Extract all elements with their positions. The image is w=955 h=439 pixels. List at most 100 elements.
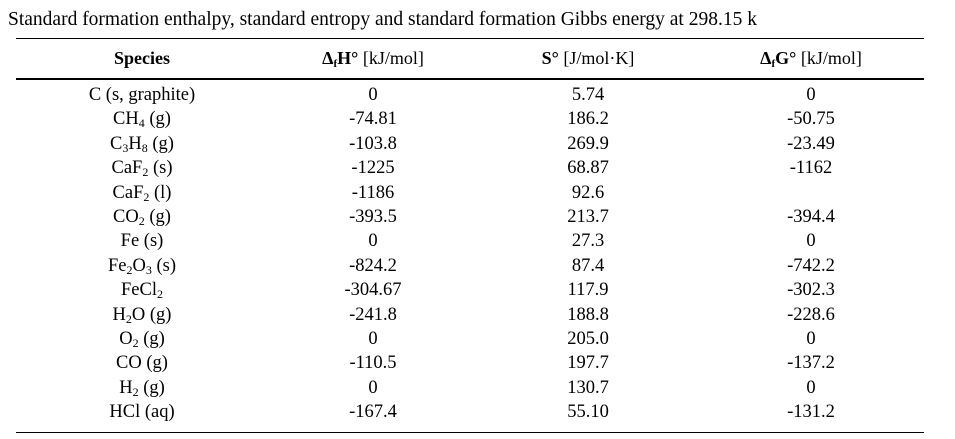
table-row: H2O (g) -241.8 188.8 -228.6	[16, 303, 924, 327]
gibbs-cell: -50.75	[787, 109, 835, 130]
entropy-cell: 197.7	[567, 353, 609, 374]
species-cell: CO (g)	[16, 351, 268, 375]
table-row: CH4 (g) -74.81 186.2 -50.75	[16, 107, 924, 131]
gibbs-cell: -137.2	[787, 353, 835, 374]
table-row: HCl (aq) -167.4 55.10 -131.2	[16, 400, 924, 424]
table-row: CaF2 (s) -1225 68.87 -1162	[16, 156, 924, 180]
entropy-cell: 205.0	[567, 328, 609, 349]
header-entropy-unit: [J/mol·K]	[558, 48, 635, 68]
gibbs-cell: -302.3	[787, 280, 835, 301]
species-cell: H2 (g)	[16, 376, 268, 400]
entropy-cell: 117.9	[567, 280, 609, 301]
entropy-cell: 92.6	[571, 182, 605, 203]
enthalpy-cell: 0	[368, 377, 378, 398]
header-enthalpy-unit: [kJ/mol]	[358, 48, 424, 68]
entropy-cell: 130.7	[567, 377, 609, 398]
species-cell: C3H8 (g)	[16, 132, 268, 156]
species-text: (s)	[148, 158, 173, 179]
species-text: FeCl	[121, 280, 157, 301]
header-enthalpy: ΔfH° [kJ/mol]	[268, 45, 478, 77]
species-text: (g)	[144, 109, 171, 130]
species-text: CH	[113, 109, 139, 130]
enthalpy-cell: -1225	[351, 158, 395, 179]
species-text: O (g)	[131, 304, 172, 325]
entropy-cell: 5.74	[571, 85, 605, 105]
species-cell: Fe2O3 (s)	[16, 254, 268, 278]
top-rule	[16, 38, 924, 39]
gibbs-cell: -742.2	[787, 255, 835, 276]
header-rule	[16, 78, 924, 80]
species-cell: CaF2 (s)	[16, 156, 268, 180]
species-subscript: 8	[141, 140, 148, 155]
gibbs-cell: -131.2	[787, 402, 835, 423]
gibbs-cell: -228.6	[787, 304, 835, 325]
species-subscript: 2	[156, 287, 163, 302]
species-subscript: 4	[138, 116, 145, 131]
header-entropy-symbol: S°	[541, 48, 559, 68]
species-text: (l)	[149, 182, 172, 203]
entropy-cell: 87.4	[571, 255, 605, 276]
header-gibbs-delta: Δ	[760, 48, 772, 68]
species-cell: CH4 (g)	[16, 107, 268, 131]
species-text: CaF	[112, 182, 144, 203]
enthalpy-cell: -1186	[351, 182, 395, 203]
species-cell: Fe (s)	[16, 229, 268, 253]
species-subscript: 2	[142, 165, 149, 180]
enthalpy-cell: -393.5	[349, 206, 397, 227]
species-text: CO	[113, 206, 139, 227]
entropy-cell: 269.9	[567, 133, 609, 154]
entropy-cell: 27.3	[571, 231, 605, 252]
species-text: H	[119, 377, 133, 398]
gibbs-cell: 0	[806, 377, 816, 398]
species-text: C (s, graphite)	[88, 85, 196, 105]
species-subscript: 2	[143, 189, 150, 204]
header-gibbs-unit: [kJ/mol]	[796, 48, 862, 68]
header-gibbs: ΔfG° [kJ/mol]	[698, 45, 924, 77]
table-row: Fe (s) 0 27.3 0	[16, 229, 924, 253]
species-subscript: 2	[132, 335, 139, 350]
species-text: O	[119, 328, 133, 349]
species-subscript: 2	[125, 311, 132, 326]
enthalpy-cell: -304.67	[344, 280, 402, 301]
table-row: Fe2O3 (s) -824.2 87.4 -742.2	[16, 254, 924, 278]
gibbs-cell: -394.4	[787, 206, 835, 227]
gibbs-cell: 0	[806, 231, 816, 252]
species-cell: FeCl2	[16, 278, 268, 302]
table-row: C (s, graphite) 0 5.74 0	[16, 83, 924, 107]
table-caption: Standard formation enthalpy, standard en…	[8, 9, 757, 30]
species-subscript: 3	[145, 262, 152, 277]
enthalpy-cell: -824.2	[349, 255, 397, 276]
species-subscript: 2	[126, 262, 133, 277]
bottom-rule	[16, 432, 924, 433]
table-row: H2 (g) 0 130.7 0	[16, 376, 924, 400]
enthalpy-cell: 0	[368, 231, 378, 252]
table-row: CO2 (g) -393.5 213.7 -394.4	[16, 205, 924, 229]
species-text: CaF	[111, 158, 143, 179]
species-text: CO (g)	[116, 353, 168, 374]
enthalpy-cell: 0	[368, 328, 378, 349]
enthalpy-cell: -110.5	[349, 353, 397, 374]
entropy-cell: 68.87	[567, 158, 609, 179]
species-text: (g)	[138, 328, 165, 349]
species-text: (g)	[147, 133, 174, 154]
table-body: C (s, graphite) 0 5.74 0 CH4 (g) -74.81 186.2-…	[16, 83, 924, 424]
species-text: H	[112, 304, 126, 325]
header-enthalpy-symbol: H°	[337, 48, 359, 68]
species-text: (g)	[138, 377, 165, 398]
table-row: C3H8 (g) -103.8 269.9 -23.49	[16, 132, 924, 156]
table-row: O2 (g) 0 205.0 0	[16, 327, 924, 351]
enthalpy-cell: -74.81	[349, 109, 397, 130]
gibbs-cell: 0	[806, 328, 816, 349]
entropy-cell: 188.8	[567, 304, 609, 325]
table-row: FeCl2 -304.67 117.9 -302.3	[16, 278, 924, 302]
header-gibbs-sub: f	[771, 58, 776, 70]
species-cell: O2 (g)	[16, 327, 268, 351]
header-species: Species	[114, 48, 170, 68]
species-text: H	[128, 133, 142, 154]
species-subscript: 2	[132, 384, 139, 399]
species-subscript: 3	[122, 140, 129, 155]
species-cell: C (s, graphite)	[16, 83, 268, 107]
header-gibbs-symbol: G°	[775, 48, 797, 68]
enthalpy-cell: 0	[368, 85, 378, 105]
table-row: CaF2 (l) -1186 92.6	[16, 181, 924, 205]
